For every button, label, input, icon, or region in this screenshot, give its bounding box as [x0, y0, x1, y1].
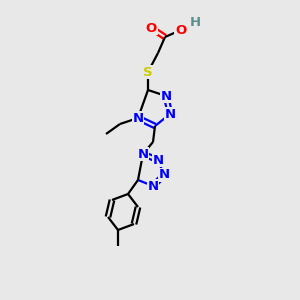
Text: N: N	[158, 169, 169, 182]
Text: O: O	[176, 23, 187, 37]
Text: O: O	[146, 22, 157, 34]
Text: S: S	[143, 65, 153, 79]
Text: N: N	[147, 179, 159, 193]
Text: N: N	[137, 148, 148, 160]
Text: N: N	[132, 112, 144, 124]
Text: N: N	[160, 89, 172, 103]
Text: N: N	[152, 154, 164, 166]
Text: H: H	[189, 16, 201, 28]
Text: N: N	[164, 107, 175, 121]
